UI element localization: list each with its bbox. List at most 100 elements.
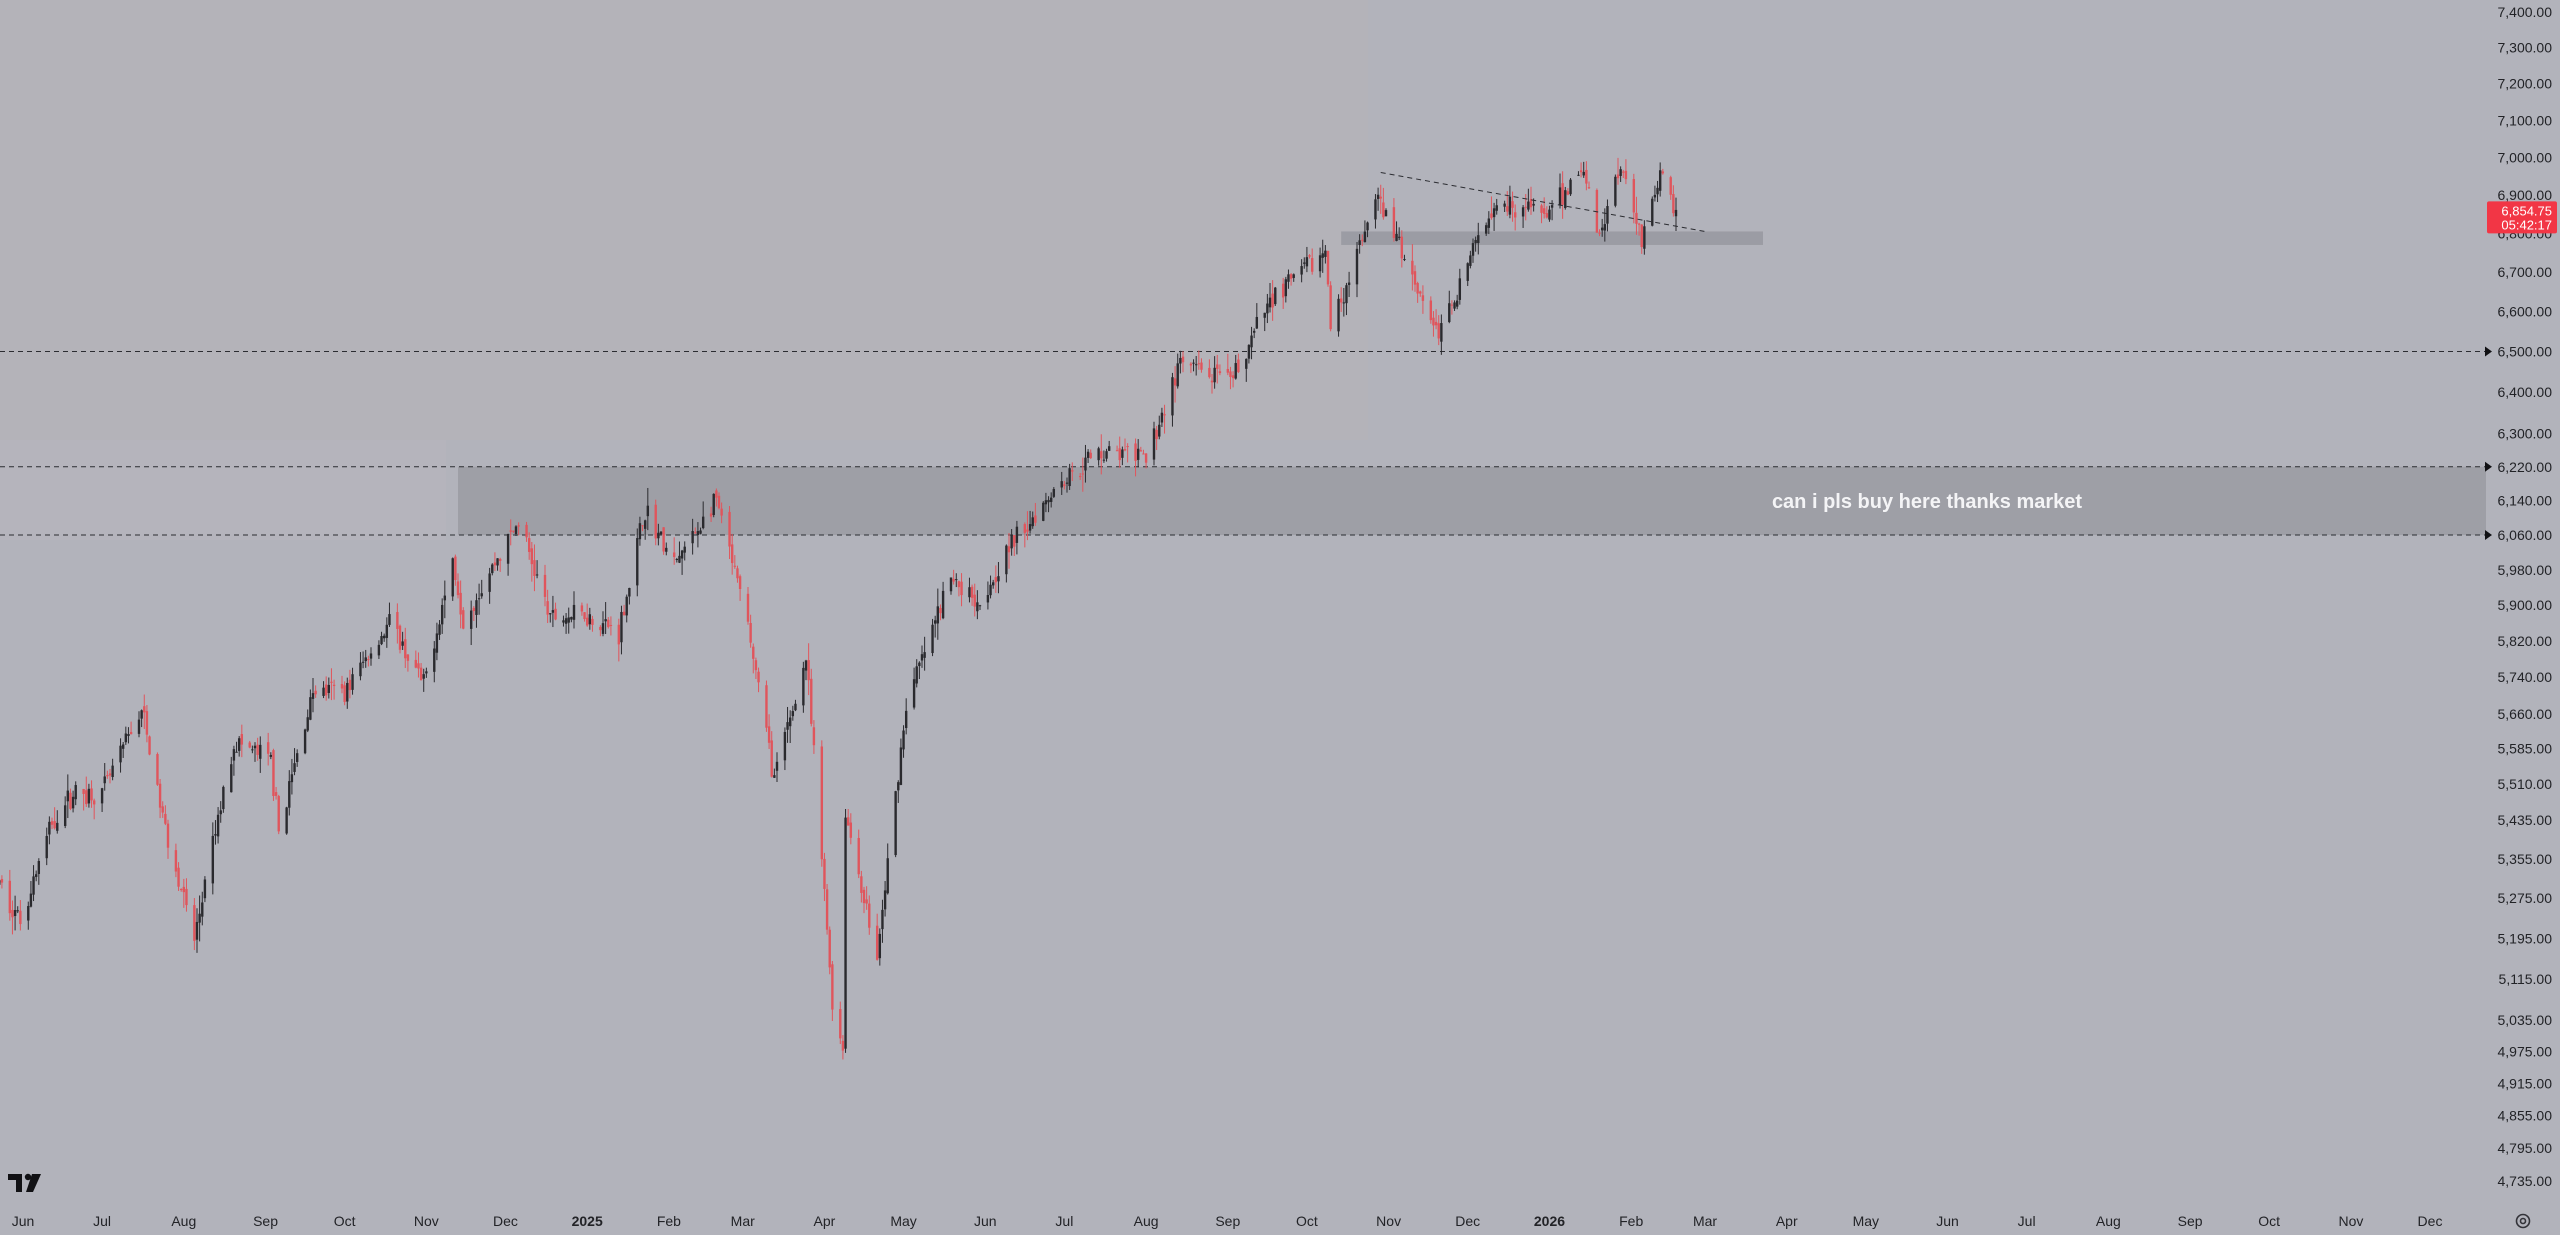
candle bbox=[646, 487, 650, 531]
candle bbox=[85, 776, 88, 807]
candle bbox=[976, 590, 979, 620]
x-axis[interactable]: Jun Jul Aug Sep Oct Nov Dec 2025 Feb Mar Apr May Jun… bbox=[12, 1213, 2443, 1229]
y-tick-label: 4,795.00 bbox=[2498, 1140, 2553, 1156]
y-axis[interactable]: 7,400.00 7,300.00 7,200.00 7,100.00 7,000.00… bbox=[2498, 4, 2553, 1189]
candle bbox=[293, 748, 296, 776]
candle bbox=[1049, 492, 1053, 508]
y-tick-label: 5,115.00 bbox=[2499, 971, 2553, 987]
descending-trendline[interactable] bbox=[1380, 172, 1706, 232]
candle bbox=[1329, 281, 1332, 332]
candle bbox=[1656, 180, 1659, 203]
candle bbox=[657, 523, 660, 546]
zone-small-zone[interactable] bbox=[1341, 231, 1763, 245]
candle bbox=[1474, 236, 1477, 252]
zone-label[interactable]: can i pls buy here thanks market bbox=[1772, 491, 2082, 513]
candle bbox=[256, 737, 259, 761]
candle bbox=[1063, 480, 1066, 490]
candle bbox=[514, 525, 518, 537]
candle bbox=[53, 807, 56, 830]
candle bbox=[807, 643, 810, 696]
candle bbox=[498, 557, 502, 572]
candle bbox=[1429, 296, 1433, 324]
candle bbox=[1181, 351, 1185, 373]
candle bbox=[422, 668, 425, 692]
candle bbox=[1411, 244, 1414, 291]
candle bbox=[738, 574, 742, 601]
candle bbox=[1321, 239, 1324, 273]
y-tick-label: 5,035.00 bbox=[2498, 1012, 2553, 1028]
candle bbox=[290, 758, 294, 795]
candle bbox=[90, 780, 93, 808]
zone-main-zone[interactable] bbox=[458, 466, 2486, 536]
candle bbox=[314, 685, 317, 698]
candle bbox=[654, 499, 657, 546]
candle bbox=[285, 806, 288, 835]
candle bbox=[274, 786, 278, 800]
x-tick-label: Nov bbox=[414, 1213, 439, 1229]
candle bbox=[367, 655, 370, 667]
candle bbox=[185, 878, 188, 912]
candle bbox=[66, 774, 70, 819]
candle bbox=[127, 727, 130, 744]
x-tick-label: Apr bbox=[1776, 1213, 1798, 1229]
candle bbox=[1192, 359, 1195, 372]
candle bbox=[512, 530, 515, 534]
settings-gear-icon[interactable] bbox=[2514, 1212, 2532, 1230]
candle bbox=[140, 709, 143, 728]
candle bbox=[712, 493, 715, 518]
y-tick-label: 5,980.00 bbox=[2498, 562, 2553, 578]
candle bbox=[720, 502, 723, 524]
candle bbox=[1047, 496, 1050, 513]
y-tick-label: 4,735.00 bbox=[2498, 1173, 2553, 1189]
candle bbox=[1071, 462, 1074, 482]
candle bbox=[1622, 169, 1625, 179]
candle bbox=[770, 731, 773, 778]
tradingview-logo-icon[interactable] bbox=[8, 1172, 44, 1194]
y-tick-label: 5,275.00 bbox=[2498, 890, 2553, 906]
candle bbox=[1561, 171, 1564, 219]
candle bbox=[862, 886, 866, 914]
candle bbox=[1471, 238, 1475, 263]
candle bbox=[1400, 230, 1404, 268]
candle bbox=[1139, 446, 1143, 452]
candle bbox=[1078, 473, 1082, 481]
candle bbox=[638, 516, 642, 546]
candle bbox=[1603, 208, 1607, 242]
candle bbox=[1437, 315, 1440, 346]
y-tick-label: 5,660.00 bbox=[2498, 706, 2553, 722]
candle bbox=[1490, 196, 1493, 220]
candle bbox=[425, 667, 428, 678]
candle bbox=[968, 577, 971, 603]
x-tick-label: Nov bbox=[2338, 1213, 2363, 1229]
x-tick-label: Mar bbox=[731, 1213, 755, 1229]
candle bbox=[311, 677, 315, 713]
candle bbox=[825, 883, 829, 935]
candle bbox=[1194, 355, 1198, 376]
x-tick-label: Mar bbox=[1693, 1213, 1717, 1229]
y-tick-label: 5,355.00 bbox=[2498, 851, 2553, 867]
y-tick-label: 5,195.00 bbox=[2498, 930, 2553, 946]
candle bbox=[361, 651, 365, 669]
candle bbox=[469, 600, 473, 646]
zones-layer: can i pls buy here thanks market bbox=[458, 231, 2486, 536]
candle bbox=[435, 622, 439, 661]
candle bbox=[715, 488, 718, 507]
candle bbox=[1658, 162, 1662, 197]
candle bbox=[324, 676, 328, 701]
candle bbox=[701, 501, 705, 530]
candle bbox=[454, 554, 457, 586]
candle bbox=[1245, 358, 1248, 382]
candle bbox=[343, 681, 346, 706]
x-tick-label: Dec bbox=[1455, 1213, 1480, 1229]
candle bbox=[1587, 181, 1591, 190]
candle bbox=[493, 552, 497, 571]
candle bbox=[1434, 309, 1438, 330]
candle bbox=[156, 752, 159, 786]
candle bbox=[1134, 438, 1137, 477]
candle bbox=[1287, 269, 1290, 289]
candle bbox=[1577, 171, 1580, 177]
candle bbox=[1355, 242, 1359, 298]
candle bbox=[16, 906, 19, 914]
candle bbox=[1042, 501, 1045, 522]
